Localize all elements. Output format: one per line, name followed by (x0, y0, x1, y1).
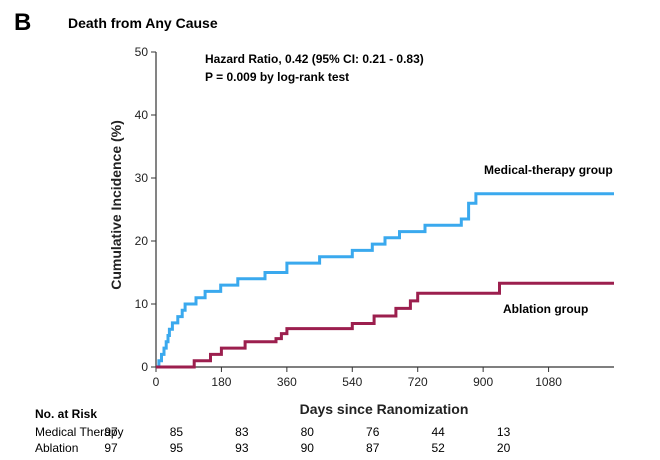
risk-value-medical: 85 (170, 425, 184, 439)
x-tick-label: 720 (408, 375, 428, 389)
risk-row-label-ablation: Ablation (35, 441, 78, 455)
y-tick-label: 20 (135, 234, 149, 248)
y-tick-label: 40 (135, 108, 149, 122)
y-tick-label: 50 (135, 45, 149, 59)
risk-value-medical: 97 (104, 425, 118, 439)
risk-value-ablation: 87 (366, 441, 380, 455)
risk-value-ablation: 95 (170, 441, 184, 455)
risk-value-ablation: 97 (104, 441, 118, 455)
y-tick-label: 10 (135, 297, 149, 311)
panel-letter: B (14, 9, 31, 36)
risk-value-medical: 44 (431, 425, 445, 439)
x-axis-label: Days since Ranomization (300, 401, 469, 417)
y-tick-label: 30 (135, 171, 149, 185)
x-tick-label: 1080 (535, 375, 562, 389)
x-tick-label: 0 (153, 375, 160, 389)
y-axis-label: Cumulative Incidence (%) (108, 120, 124, 290)
chart-title: Death from Any Cause (68, 15, 218, 31)
risk-value-ablation: 93 (235, 441, 249, 455)
risk-table: No. at Risk Medical Therapy Ablation 97 8… (35, 407, 511, 455)
x-tick-label: 180 (211, 375, 231, 389)
p-value-annotation: P = 0.009 by log-rank test (205, 70, 349, 84)
risk-row-label-medical: Medical Therapy (35, 425, 124, 439)
x-tick-label: 900 (473, 375, 493, 389)
risk-value-ablation: 52 (431, 441, 445, 455)
hazard-ratio-annotation: Hazard Ratio, 0.42 (95% CI: 0.21 - 0.83) (205, 52, 424, 66)
risk-value-ablation: 20 (497, 441, 511, 455)
axes: 0 10 20 30 40 50 0 180 360 540 720 900 1080 (135, 45, 614, 389)
ablation-step-line (156, 281, 614, 369)
medical-therapy-series-label: Medical-therapy group (484, 163, 613, 177)
series-layer (156, 192, 614, 369)
x-tick-label: 360 (277, 375, 297, 389)
ablation-series-label: Ablation group (503, 302, 588, 316)
risk-table-heading: No. at Risk (35, 407, 97, 421)
risk-value-medical: 13 (497, 425, 511, 439)
risk-value-medical: 76 (366, 425, 380, 439)
x-tick-label: 540 (342, 375, 362, 389)
medical-therapy-step-line (156, 192, 614, 369)
risk-value-medical: 83 (235, 425, 249, 439)
y-tick-label: 0 (141, 360, 148, 374)
risk-value-medical: 80 (301, 425, 315, 439)
risk-value-ablation: 90 (301, 441, 315, 455)
